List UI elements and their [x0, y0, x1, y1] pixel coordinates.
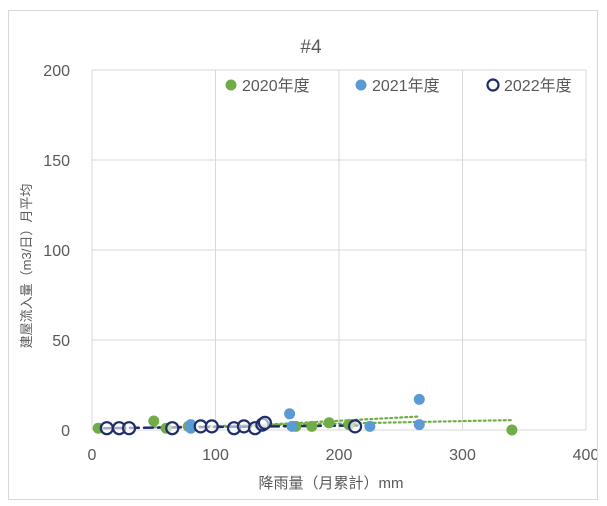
y-tick-label: 50 — [52, 333, 70, 350]
data-point — [364, 420, 376, 432]
data-point — [284, 408, 296, 420]
y-axis-label: 建屋流入量（m3/日）月平均 — [19, 184, 34, 349]
data-point — [347, 419, 363, 434]
chart-frame: #4 0 50 100 150 200 0 100 200 300 400 2020年度 2021年… — [8, 10, 599, 500]
scatter-chart: #4 0 50 100 150 200 0 100 200 300 400 2020年度 2021年… — [19, 37, 599, 492]
chart-title: #4 — [300, 37, 322, 58]
legend: 2020年度 2021年度 2022年度 — [225, 77, 572, 95]
data-point — [257, 415, 272, 430]
y-tick-label: 200 — [43, 63, 70, 80]
data-point — [286, 420, 298, 432]
x-tick-label: 400 — [573, 447, 597, 464]
legend-label: 2020年度 — [242, 77, 310, 95]
y-tick-label: 0 — [61, 423, 70, 440]
data-point — [323, 417, 335, 429]
x-tick-label: 300 — [449, 447, 476, 464]
y-tick-label: 150 — [43, 153, 70, 170]
data-point — [165, 421, 180, 436]
data-points — [92, 393, 518, 436]
x-axis-label: 降雨量（月累計）mm — [259, 475, 404, 492]
data-point — [185, 422, 197, 434]
x-tick-label: 200 — [326, 447, 353, 464]
data-point — [99, 421, 114, 436]
data-point — [236, 419, 252, 434]
data-point — [204, 419, 219, 434]
legend-label: 2021年度 — [372, 77, 440, 95]
gridlines — [91, 69, 587, 431]
data-point — [148, 415, 160, 427]
y-tick-label: 100 — [43, 243, 70, 260]
data-point — [506, 424, 518, 436]
legend-marker — [355, 79, 367, 91]
legend-marker — [486, 78, 500, 92]
x-tick-label: 0 — [88, 447, 97, 464]
data-point — [306, 420, 318, 432]
data-point — [121, 421, 137, 436]
legend-label: 2022年度 — [504, 77, 572, 95]
tick-labels: 0 50 100 150 200 0 100 200 300 400 — [43, 63, 599, 464]
legend-marker — [225, 79, 237, 91]
data-point — [413, 393, 425, 405]
data-point — [413, 419, 425, 431]
x-tick-label: 100 — [202, 447, 229, 464]
